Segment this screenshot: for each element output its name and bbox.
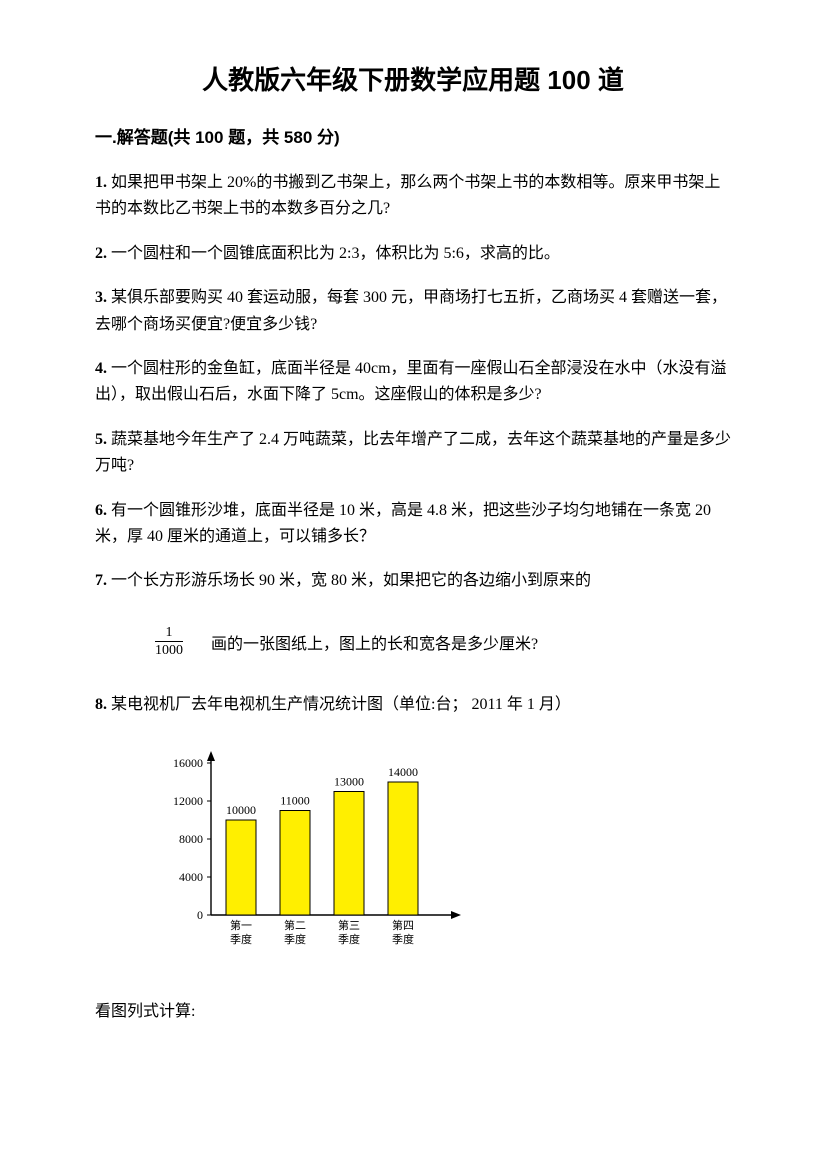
fraction-denominator: 1000 <box>155 643 183 658</box>
question-number: 8. <box>95 696 107 713</box>
question-number: 4. <box>95 360 107 377</box>
question-text: 蔬菜基地今年生产了 2.4 万吨蔬菜，比去年增产了二成，去年这个蔬菜基地的产量是… <box>95 431 731 474</box>
question-7-continued: 画的一张图纸上，图上的长和宽各是多少厘米? <box>211 630 538 654</box>
svg-text:季度: 季度 <box>338 932 360 946</box>
question-number: 1. <box>95 174 107 191</box>
page-title: 人教版六年级下册数学应用题 100 道 <box>95 60 731 97</box>
svg-text:10000: 10000 <box>226 803 256 817</box>
question-3: 3. 某俱乐部要购买 40 套运动服，每套 300 元，甲商场打七五折，乙商场买… <box>95 285 731 338</box>
question-4: 4. 一个圆柱形的金鱼缸，底面半径是 40cm，里面有一座假山石全部浸没在水中（… <box>95 356 731 409</box>
question-6: 6. 有一个圆锥形沙堆，底面半径是 10 米，高是 4.8 米，把这些沙子均匀地… <box>95 498 731 551</box>
question-text: 如果把甲书架上 20%的书搬到乙书架上，那么两个书架上书的本数相等。原来甲书架上… <box>95 174 720 217</box>
svg-text:第二: 第二 <box>284 918 306 932</box>
question-8: 8. 某电视机厂去年电视机生产情况统计图（单位:台； 2011 年 1 月） <box>95 692 731 718</box>
question-2: 2. 一个圆柱和一个圆锥底面积比为 2:3，体积比为 5:6，求高的比。 <box>95 241 731 267</box>
page: 人教版六年级下册数学应用题 100 道 一.解答题(共 100 题，共 580 … <box>0 0 826 1169</box>
question-text: 某电视机厂去年电视机生产情况统计图（单位:台； 2011 年 1 月） <box>111 696 571 713</box>
footer-text: 看图列式计算: <box>95 997 731 1021</box>
fraction-bar <box>155 641 183 642</box>
question-1: 1. 如果把甲书架上 20%的书搬到乙书架上，那么两个书架上书的本数相等。原来甲… <box>95 170 731 223</box>
svg-text:14000: 14000 <box>388 765 418 779</box>
question-number: 5. <box>95 431 107 448</box>
question-7: 7. 一个长方形游乐场长 90 米，宽 80 米，如果把它的各边缩小到原来的 <box>95 568 731 594</box>
svg-text:12000: 12000 <box>173 794 203 808</box>
fraction-row: 1 1000 画的一张图纸上，图上的长和宽各是多少厘米? <box>155 625 731 659</box>
svg-text:16000: 16000 <box>173 756 203 770</box>
svg-text:0: 0 <box>197 908 203 922</box>
svg-text:季度: 季度 <box>392 932 414 946</box>
svg-text:季度: 季度 <box>230 932 252 946</box>
question-text: 有一个圆锥形沙堆，底面半径是 10 米，高是 4.8 米，把这些沙子均匀地铺在一… <box>95 502 711 545</box>
question-text: 一个圆柱形的金鱼缸，底面半径是 40cm，里面有一座假山石全部浸没在水中（水没有… <box>95 360 727 403</box>
question-5: 5. 蔬菜基地今年生产了 2.4 万吨蔬菜，比去年增产了二成，去年这个蔬菜基地的… <box>95 427 731 480</box>
svg-text:第一: 第一 <box>230 918 252 932</box>
svg-text:8000: 8000 <box>179 832 203 846</box>
svg-text:第四: 第四 <box>392 918 414 932</box>
fraction-numerator: 1 <box>164 625 175 640</box>
bar-chart: 040008000120001600010000第一季度11000第二季度130… <box>155 747 731 957</box>
svg-text:季度: 季度 <box>284 932 306 946</box>
section-heading: 一.解答题(共 100 题，共 580 分) <box>95 123 731 148</box>
chart-svg: 040008000120001600010000第一季度11000第二季度130… <box>155 747 465 957</box>
question-number: 6. <box>95 502 107 519</box>
fraction: 1 1000 <box>155 625 183 659</box>
svg-text:11000: 11000 <box>280 793 310 807</box>
question-text: 一个长方形游乐场长 90 米，宽 80 米，如果把它的各边缩小到原来的 <box>111 572 591 589</box>
question-text: 一个圆柱和一个圆锥底面积比为 2:3，体积比为 5:6，求高的比。 <box>111 245 560 262</box>
question-text: 某俱乐部要购买 40 套运动服，每套 300 元，甲商场打七五折，乙商场买 4 … <box>95 289 727 332</box>
question-number: 3. <box>95 289 107 306</box>
svg-text:13000: 13000 <box>334 774 364 788</box>
svg-text:第三: 第三 <box>338 918 360 932</box>
svg-text:4000: 4000 <box>179 870 203 884</box>
question-number: 7. <box>95 572 107 589</box>
question-number: 2. <box>95 245 107 262</box>
